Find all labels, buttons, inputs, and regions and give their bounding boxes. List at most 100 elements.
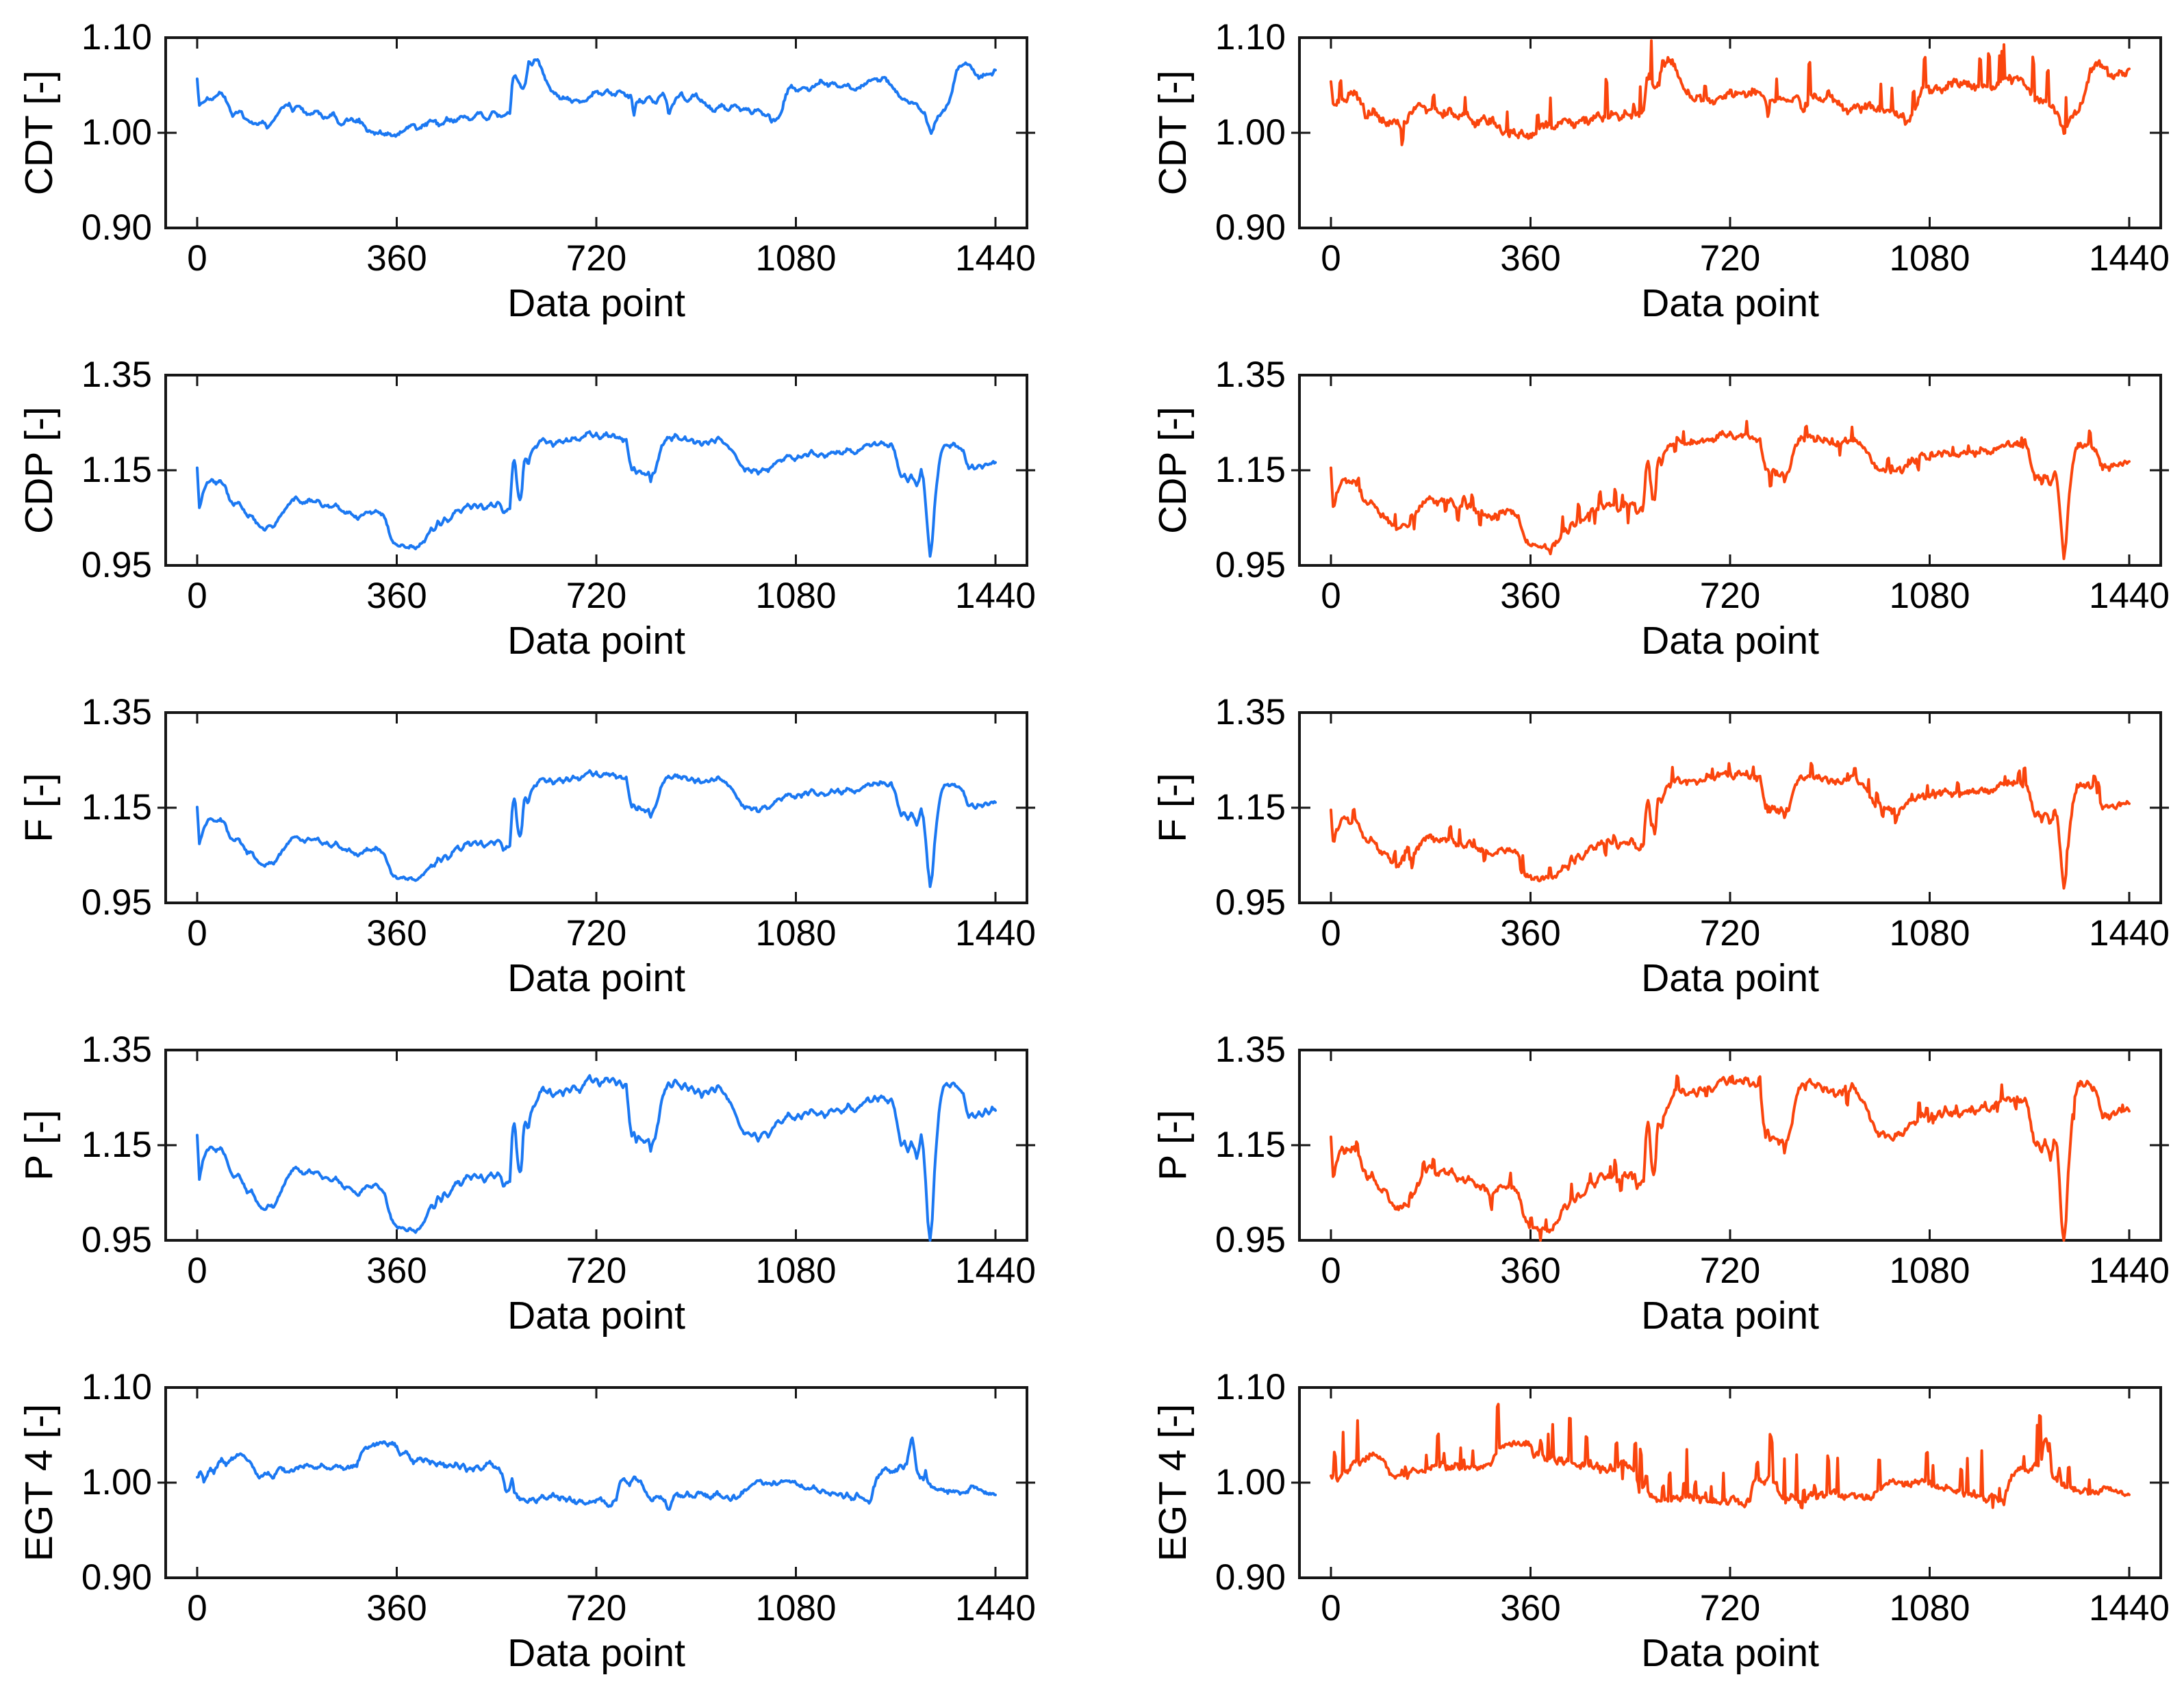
x-tick-label: 1440 (2089, 238, 2170, 279)
x-tick-label: 360 (1500, 1588, 1561, 1628)
x-tick-label: 360 (1500, 913, 1561, 954)
x-tick-label: 360 (366, 1251, 427, 1291)
plot-canvas (1291, 1049, 2169, 1242)
x-axis-label: Data point (1641, 619, 1819, 663)
x-tick-label: 360 (366, 576, 427, 616)
subplot-cdt-clean: CDT [-] 1.10 1.00 0.90 0 360 720 1080 14… (0, 0, 1092, 337)
y-tick-label: 1.15 (81, 787, 152, 828)
y-tick-label: 0.90 (81, 207, 152, 248)
y-tick-label: 1.15 (81, 1125, 152, 1165)
y-tick-label: 1.10 (81, 17, 152, 57)
plot-canvas (157, 1386, 1035, 1579)
y-tick-label: 1.15 (1215, 1125, 1286, 1165)
y-tick-label: 0.90 (1215, 1557, 1286, 1598)
x-tick-label: 1080 (755, 1251, 837, 1291)
y-tick-label: 0.95 (81, 1220, 152, 1260)
x-tick-label: 720 (1699, 1251, 1761, 1291)
x-tick-label: 0 (1321, 576, 1341, 616)
x-tick-label: 0 (1321, 238, 1341, 279)
subplot-p-clean: P [-] 1.35 1.15 0.95 0 360 720 1080 1440… (0, 1012, 1092, 1350)
x-tick-label: 360 (1500, 576, 1561, 616)
x-tick-label: 1440 (955, 576, 1036, 616)
x-tick-label: 1080 (755, 238, 837, 279)
x-tick-label: 720 (1699, 1588, 1761, 1628)
x-tick-label: 1080 (755, 576, 837, 616)
y-tick-label: 1.15 (1215, 450, 1286, 490)
x-tick-label: 720 (1699, 238, 1761, 279)
y-tick-label: 1.00 (1215, 112, 1286, 153)
x-tick-label: 720 (566, 1251, 627, 1291)
x-tick-label: 720 (566, 576, 627, 616)
subplot-f-noisy: F [-] 1.35 1.15 0.95 0 360 720 1080 1440… (1092, 675, 2184, 1012)
x-tick-label: 0 (1321, 913, 1341, 954)
subplot-cdp-noisy: CDP [-] 1.35 1.15 0.95 0 360 720 1080 14… (1092, 337, 2184, 675)
x-axis-label: Data point (507, 956, 685, 1000)
x-axis-label: Data point (507, 1294, 685, 1338)
plot-canvas (1291, 36, 2169, 229)
x-tick-label: 1080 (1889, 1251, 1970, 1291)
y-tick-label: 1.35 (81, 692, 152, 732)
x-tick-label: 720 (1699, 913, 1761, 954)
plot-canvas (1291, 711, 2169, 904)
y-tick-label: 1.10 (1215, 17, 1286, 57)
x-tick-label: 0 (187, 576, 207, 616)
subplot-cdp-clean: CDP [-] 1.35 1.15 0.95 0 360 720 1080 14… (0, 337, 1092, 675)
x-tick-label: 1440 (2089, 576, 2170, 616)
x-tick-label: 1080 (755, 913, 837, 954)
y-tick-label: 0.90 (1215, 207, 1286, 248)
x-tick-label: 1440 (955, 1251, 1036, 1291)
x-axis-label: Data point (507, 619, 685, 663)
x-tick-label: 1440 (2089, 1588, 2170, 1628)
x-axis-label: Data point (1641, 281, 1819, 325)
x-tick-label: 1440 (2089, 1251, 2170, 1291)
plot-canvas (157, 711, 1035, 904)
x-axis-label: Data point (1641, 1631, 1819, 1675)
y-tick-label: 0.95 (1215, 1220, 1286, 1260)
x-axis-label: Data point (507, 1631, 685, 1675)
x-tick-label: 1080 (755, 1588, 837, 1628)
plot-canvas (1291, 374, 2169, 567)
y-tick-label: 1.35 (1215, 692, 1286, 732)
x-tick-label: 0 (187, 238, 207, 279)
x-tick-label: 360 (1500, 238, 1561, 279)
subplot-egt4-clean: EGT 4 [-] 1.10 1.00 0.90 0 360 720 1080 … (0, 1350, 1092, 1687)
x-tick-label: 1080 (1889, 1588, 1970, 1628)
y-tick-label: 1.35 (1215, 1030, 1286, 1070)
y-tick-label: 0.90 (81, 1557, 152, 1598)
x-tick-label: 1080 (1889, 913, 1970, 954)
y-tick-label: 0.95 (81, 545, 152, 585)
x-tick-label: 720 (1699, 576, 1761, 616)
x-tick-label: 0 (187, 1588, 207, 1628)
x-axis-label: Data point (507, 281, 685, 325)
x-tick-label: 360 (366, 1588, 427, 1628)
y-tick-label: 1.00 (81, 1462, 152, 1502)
x-tick-label: 360 (366, 238, 427, 279)
x-tick-label: 720 (566, 238, 627, 279)
x-axis-label: Data point (1641, 956, 1819, 1000)
y-tick-label: 1.35 (81, 355, 152, 395)
y-tick-label: 1.00 (81, 112, 152, 153)
y-tick-label: 1.10 (81, 1367, 152, 1407)
y-tick-label: 0.95 (1215, 545, 1286, 585)
x-tick-label: 1440 (955, 238, 1036, 279)
x-tick-label: 0 (1321, 1588, 1341, 1628)
y-tick-label: 0.95 (1215, 882, 1286, 923)
plot-canvas (157, 36, 1035, 229)
y-tick-label: 1.35 (1215, 355, 1286, 395)
y-tick-label: 1.00 (1215, 1462, 1286, 1502)
plot-canvas (157, 374, 1035, 567)
y-tick-label: 1.35 (81, 1030, 152, 1070)
x-tick-label: 1440 (2089, 913, 2170, 954)
x-tick-label: 720 (566, 1588, 627, 1628)
subplot-f-clean: F [-] 1.35 1.15 0.95 0 360 720 1080 1440… (0, 675, 1092, 1012)
y-tick-label: 1.10 (1215, 1367, 1286, 1407)
subplot-cdt-noisy: CDT [-] 1.10 1.00 0.90 0 360 720 1080 14… (1092, 0, 2184, 337)
plot-canvas (1291, 1386, 2169, 1579)
x-tick-label: 1080 (1889, 238, 1970, 279)
x-tick-label: 0 (187, 1251, 207, 1291)
y-tick-label: 1.15 (1215, 787, 1286, 828)
x-tick-label: 1440 (955, 913, 1036, 954)
y-tick-label: 1.15 (81, 450, 152, 490)
x-tick-label: 360 (366, 913, 427, 954)
